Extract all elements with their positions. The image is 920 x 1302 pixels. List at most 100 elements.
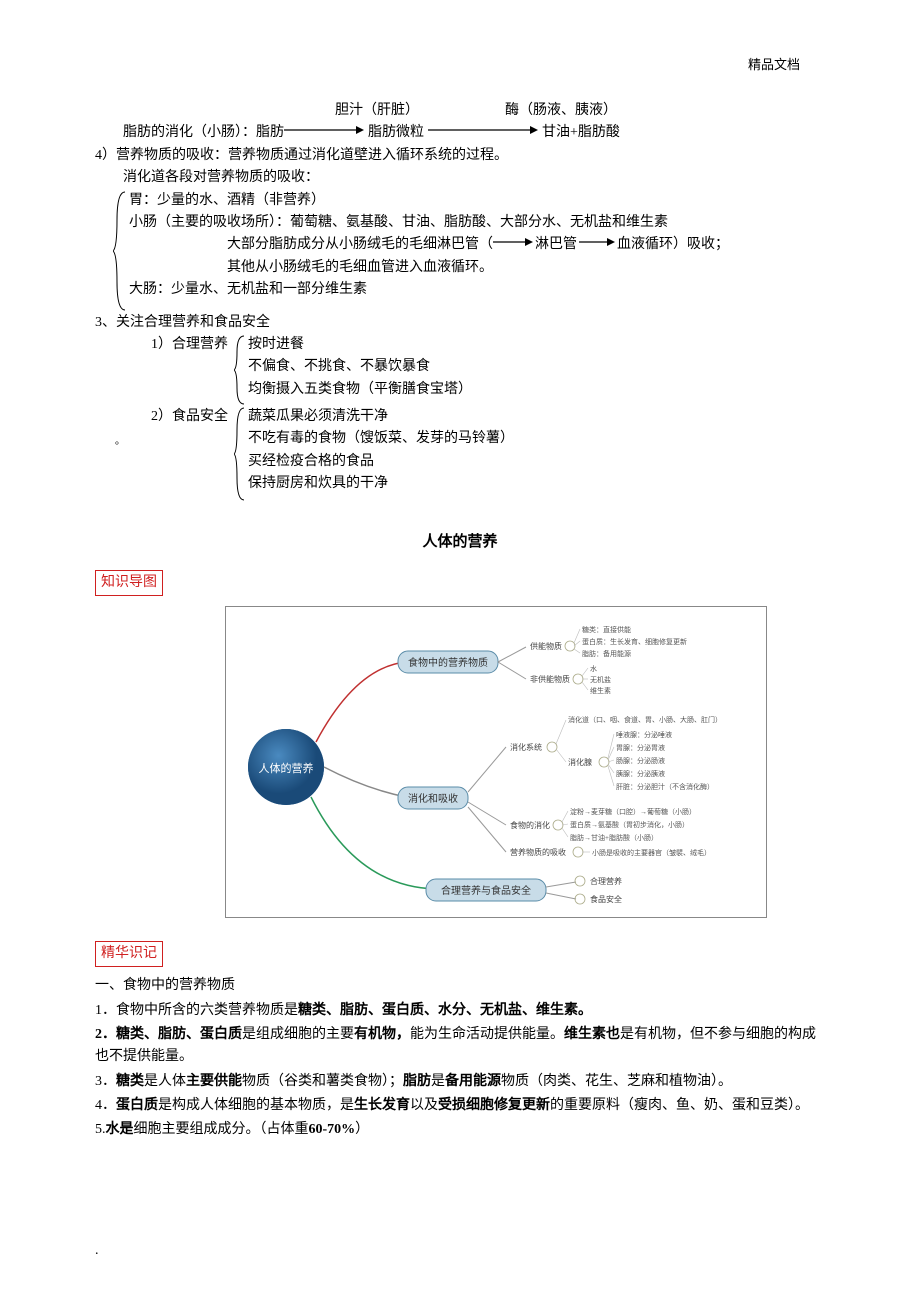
d-r2b1: 淀粉→麦芽糖（口腔）→葡萄糖（小肠） — [570, 807, 696, 816]
si-line2: 大部分脂肪成分从小肠绒毛的毛细淋巴管（ 淋巴管 血液循环）吸收； — [129, 234, 729, 256]
g2-1: 蔬菜瓜果必须清洗干净 — [248, 406, 514, 428]
p4e: 以及 — [410, 1098, 438, 1113]
p3i: 物质（肉类、花生、芝麻和植物油）。 — [501, 1074, 732, 1089]
d-r2b3: 脂肪→甘油+脂肪酸（小肠） — [570, 833, 658, 842]
d-r2a1: 消化道（口、咽、食道、胃、小肠、大肠、肛门） — [568, 715, 722, 724]
d-r2a2: 消化腺 — [568, 757, 592, 767]
stomach-line: 胃：少量的水、酒精（非营养） — [129, 190, 729, 212]
brace-icon — [113, 190, 129, 312]
d-r2c: 营养物质的吸收 — [510, 847, 566, 857]
d-r2b2: 蛋白质→氨基酸（胃初步消化，小肠） — [570, 820, 689, 829]
d-r3a: 合理营养 — [590, 876, 622, 886]
d-center: 人体的营养 — [259, 761, 314, 775]
d-r2a21: 唾液腺：分泌唾液 — [616, 730, 672, 739]
content: 胆汁（肝脏） 酶（肠液、胰液） 脂肪的消化（小肠）：脂肪 脂肪微粒 甘油+脂肪酸… — [95, 100, 825, 1142]
d-r1a2: 蛋白质：生长发育、细胞修复更新 — [582, 637, 687, 646]
p3c: 是人体 — [144, 1074, 186, 1089]
p4c: 是构成人体细胞的基本物质，是 — [158, 1098, 354, 1113]
essence-p1: 1．食物中所含的六类营养物质是糖类、脂肪、蛋白质、水分、无机盐、维生素。 — [95, 1000, 825, 1022]
fat-end: 甘油+脂肪酸 — [538, 122, 620, 144]
fat-digestion-line: 脂肪的消化（小肠）：脂肪 脂肪微粒 甘油+脂肪酸 — [95, 122, 825, 144]
d-r1a: 供能物质 — [530, 641, 562, 651]
nutrition-brace: 1）合理营养 按时进餐 不偏食、不挑食、不暴饮暴食 均衡摄入五类食物（平衡膳食宝… — [151, 334, 825, 406]
p5c: 细胞主要组成成分。（占体重 — [134, 1122, 309, 1137]
p3b: 糖类 — [116, 1074, 144, 1089]
p4a: 4． — [95, 1098, 116, 1113]
g2-2: 不吃有毒的食物（馊饭菜、发芽的马铃薯） — [248, 428, 514, 450]
p2a: 2．糖类、脂肪、蛋白质 — [95, 1027, 242, 1042]
d-n1: 食物中的营养物质 — [408, 656, 488, 669]
p3f: 脂肪 — [403, 1074, 431, 1089]
p5b: 水是 — [106, 1122, 134, 1137]
d-r1b3: 维生素 — [590, 686, 611, 695]
d-r1b1: 水 — [590, 664, 597, 673]
g1-1: 按时进餐 — [248, 334, 472, 356]
mind-map-diagram: 人体的营养 食物中的营养物质 消化和吸收 合理营养与食品安全 供能物质 — [225, 606, 767, 918]
section-title: 人体的营养 — [95, 530, 825, 554]
g1-items: 按时进餐 不偏食、不挑食、不暴饮暴食 均衡摄入五类食物（平衡膳食宝塔） — [248, 334, 472, 406]
d-r2c1: 小肠是吸收的主要器官（皱襞、绒毛） — [592, 848, 711, 857]
g1-2: 不偏食、不挑食、不暴饮暴食 — [248, 356, 472, 378]
d-r2a23: 肠腺：分泌肠液 — [616, 756, 665, 765]
d-r1b2: 无机盐 — [590, 675, 611, 684]
essence-p4: 4．蛋白质是构成人体细胞的基本物质，是生长发育以及受损细胞修复更新的重要原料（瘦… — [95, 1095, 825, 1117]
g2-3: 买经检疫合格的食品 — [248, 451, 514, 473]
essence-h: 一、食物中的营养物质 — [95, 975, 825, 997]
fat-label-2: 酶（肠液、胰液） — [505, 100, 655, 122]
diagram-wrap: 人体的营养 食物中的营养物质 消化和吸收 合理营养与食品安全 供能物质 — [225, 606, 825, 926]
page: 精品文档 胆汁（肝脏） 酶（肠液、胰液） 脂肪的消化（小肠）：脂肪 脂肪微粒 甘… — [0, 0, 920, 1302]
si2a: 大部分脂肪成分从小肠绒毛的毛细淋巴管（ — [227, 234, 493, 256]
si-line3: 其他从小肠绒毛的毛细血管进入血液循环。 — [129, 257, 729, 279]
essence-p3: 3．糖类是人体主要供能物质（谷类和薯类食物）；脂肪是备用能源物质（肉类、花生、芝… — [95, 1071, 825, 1093]
sec4-l1: 消化道各段对营养物质的吸收： — [95, 167, 825, 189]
essence-p2: 2．糖类、脂肪、蛋白质是组成细胞的主要有机物，能为生命活动提供能量。维生素也是有… — [95, 1024, 825, 1069]
p3h: 备用能源 — [445, 1074, 501, 1089]
header-right: 精品文档 — [748, 55, 800, 76]
d-r2a: 消化系统 — [510, 742, 542, 752]
arrow-icon — [428, 124, 538, 136]
g2-label: 2）食品安全 — [151, 406, 234, 502]
g1-3: 均衡摄入五类食物（平衡膳食宝塔） — [248, 379, 472, 401]
arrow-icon — [284, 124, 364, 136]
fat-label-1: 胆汁（肝脏） — [335, 100, 505, 122]
p3d: 主要供能 — [186, 1074, 242, 1089]
fat-arrow-labels: 胆汁（肝脏） 酶（肠液、胰液） — [95, 100, 825, 122]
p5d: 60-70% — [309, 1122, 356, 1137]
g1-label: 1）合理营养 — [151, 334, 234, 406]
p1b: 糖类、脂肪、蛋白质、水分、无机盐、维生素。 — [298, 1003, 592, 1018]
d-r3b: 食品安全 — [590, 894, 622, 904]
p4b: 蛋白质 — [116, 1098, 158, 1113]
d-r1a1: 糖类：直接供能 — [582, 625, 631, 634]
p5e: ） — [355, 1122, 369, 1137]
d-r1b: 非供能物质 — [530, 674, 570, 684]
essence-p5: 5.水是细胞主要组成成分。（占体重60-70%） — [95, 1119, 825, 1141]
p4f: 受损细胞修复更新 — [438, 1098, 550, 1113]
essence-box: 精华识记 — [95, 941, 163, 967]
g2-items: 蔬菜瓜果必须清洗干净 不吃有毒的食物（馊饭菜、发芽的马铃薯） 买经检疫合格的食品… — [248, 406, 514, 502]
d-n2: 消化和吸收 — [408, 792, 458, 805]
p2d: 能为生命活动提供能量。 — [410, 1027, 564, 1042]
brace-icon — [234, 406, 248, 502]
d-n3: 合理营养与食品安全 — [441, 884, 531, 897]
p2e: 维生素也 — [564, 1027, 620, 1042]
footer-dot: . — [95, 1240, 99, 1262]
p3e: 物质（谷类和薯类食物）； — [242, 1074, 403, 1089]
knowledge-map-box: 知识导图 — [95, 570, 163, 596]
arrow-icon — [493, 236, 533, 248]
arrow-icon — [579, 236, 615, 248]
p1a: 1．食物中所含的六类营养物质是 — [95, 1003, 298, 1018]
fat-mid: 脂肪微粒 — [364, 122, 428, 144]
p3g: 是 — [431, 1074, 445, 1089]
si2b: 淋巴管 — [533, 234, 579, 256]
d-r2a22: 胃腺：分泌胃液 — [616, 743, 665, 752]
d-r2a25: 肝脏：分泌胆汁（不含消化酶） — [616, 782, 714, 791]
dot-mark: 。 — [115, 434, 125, 450]
p4g: 的重要原料（瘦肉、鱼、奶、蛋和豆类）。 — [550, 1098, 809, 1113]
sec3-title: 3、关注合理营养和食品安全 — [95, 312, 825, 334]
p2c: 有机物， — [354, 1027, 410, 1042]
sec4-title: 4）营养物质的吸收：营养物质通过消化道壁进入循环系统的过程。 — [95, 145, 825, 167]
g2-4: 保持厨房和炊具的干净 — [248, 473, 514, 495]
p5a: 5. — [95, 1122, 106, 1137]
p4d: 生长发育 — [354, 1098, 410, 1113]
si-line1: 小肠（主要的吸收场所）：葡萄糖、氨基酸、甘油、脂肪酸、大部分水、无机盐和维生素 — [129, 212, 729, 234]
